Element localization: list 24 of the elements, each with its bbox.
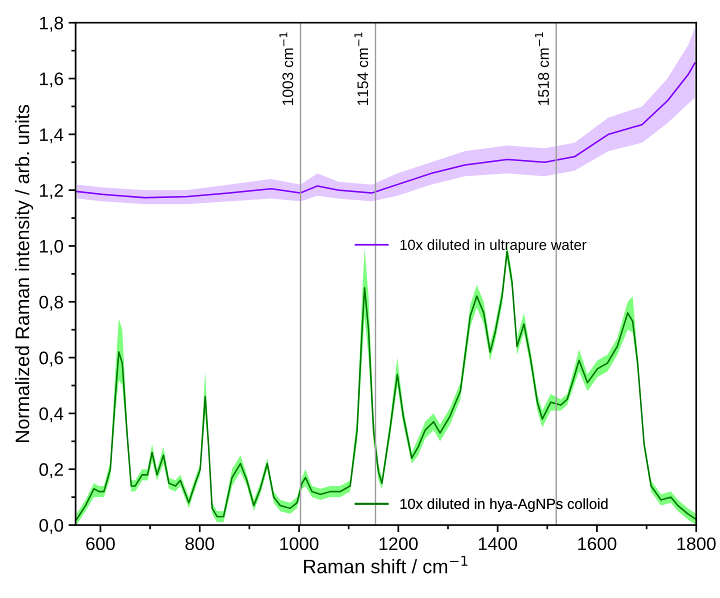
y-tick-label: 0,0 (39, 518, 64, 534)
ref-line-label: 1518 cm$^{−1}$ (535, 32, 549, 105)
y-tick-label: 1,6 (40, 72, 64, 88)
y-tick-label: 0,2 (39, 463, 63, 478)
x-tick-label: 600 (86, 537, 115, 550)
y-tick-label: 1,4 (40, 128, 64, 144)
y-tick-label: 1,8 (40, 16, 64, 32)
x-tick-label: 1600 (578, 537, 616, 550)
ref-line-label: 1003 cm$^{−1}$ (279, 32, 294, 105)
y-tick-label: 0,6 (39, 352, 64, 366)
y-axis-title: Normalized Raman intensity / arb. units (15, 104, 34, 442)
ref-line-label: 1154 cm$^{−1}$ (354, 32, 368, 105)
x-tick-label: 800 (185, 537, 214, 550)
y-tick-label: 0,8 (39, 296, 64, 311)
y-tick-label: 1,2 (40, 184, 63, 200)
x-tick-label: 1800 (678, 537, 716, 550)
legend-label: 10x diluted in ultrapure water (400, 239, 586, 253)
y-tick-label: 1,0 (40, 240, 64, 255)
x-tick-label: 1000 (280, 537, 318, 550)
legend-label: 10x diluted in hya-AgNPs colloid (400, 498, 608, 512)
x-tick-label: 1200 (380, 537, 418, 550)
x-tick-label: 1400 (478, 537, 518, 550)
x-axis-title: Raman shift / cm$^{−1}$ (304, 556, 468, 574)
y-tick-label: 0,4 (39, 407, 64, 422)
